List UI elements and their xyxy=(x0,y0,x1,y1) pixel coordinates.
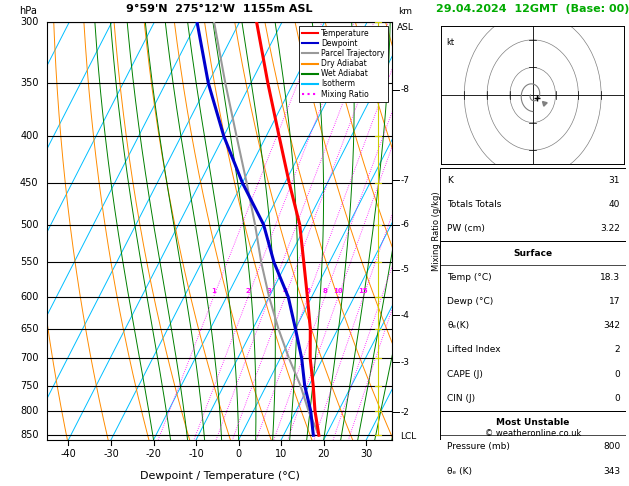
Text: 15: 15 xyxy=(359,289,368,295)
Text: 2: 2 xyxy=(246,289,250,295)
Text: 700: 700 xyxy=(20,353,38,363)
Text: 343: 343 xyxy=(603,467,620,476)
Text: 0: 0 xyxy=(615,370,620,379)
Text: 1: 1 xyxy=(211,289,216,295)
Text: © weatheronline.co.uk: © weatheronline.co.uk xyxy=(484,429,581,438)
Text: Dewp (°C): Dewp (°C) xyxy=(447,297,493,306)
Text: 20: 20 xyxy=(318,449,330,459)
Text: 3.22: 3.22 xyxy=(601,224,620,233)
Text: 800: 800 xyxy=(20,406,38,416)
Text: -5: -5 xyxy=(401,265,409,274)
Text: CAPE (J): CAPE (J) xyxy=(447,370,483,379)
Text: 0: 0 xyxy=(236,449,242,459)
Text: 0: 0 xyxy=(615,394,620,403)
Text: 750: 750 xyxy=(20,381,38,391)
Text: 30: 30 xyxy=(360,449,372,459)
Text: θₑ (K): θₑ (K) xyxy=(447,467,472,476)
Legend: Temperature, Dewpoint, Parcel Trajectory, Dry Adiabat, Wet Adiabat, Isotherm, Mi: Temperature, Dewpoint, Parcel Trajectory… xyxy=(299,26,388,102)
Text: K: K xyxy=(447,176,453,185)
Text: Lifted Index: Lifted Index xyxy=(447,346,501,354)
Text: 3: 3 xyxy=(267,289,272,295)
Text: 500: 500 xyxy=(20,220,38,229)
Text: 31: 31 xyxy=(609,176,620,185)
Text: LCL: LCL xyxy=(401,432,416,441)
Text: PW (cm): PW (cm) xyxy=(447,224,485,233)
Text: 10: 10 xyxy=(275,449,287,459)
Text: -3: -3 xyxy=(401,358,409,366)
Text: 9°59'N  275°12'W  1155m ASL: 9°59'N 275°12'W 1155m ASL xyxy=(126,3,313,14)
Text: 4: 4 xyxy=(282,289,287,295)
Bar xyxy=(440,168,626,241)
Text: Temp (°C): Temp (°C) xyxy=(447,273,492,282)
Text: -30: -30 xyxy=(103,449,119,459)
Text: 600: 600 xyxy=(20,292,38,302)
Text: 10: 10 xyxy=(333,289,343,295)
Text: 350: 350 xyxy=(20,78,38,88)
Text: -8: -8 xyxy=(401,86,409,94)
Text: 850: 850 xyxy=(20,430,38,440)
Text: ASL: ASL xyxy=(397,23,414,32)
Text: Mixing Ratio (g/kg): Mixing Ratio (g/kg) xyxy=(432,191,441,271)
Text: -10: -10 xyxy=(188,449,204,459)
Text: 800: 800 xyxy=(603,442,620,451)
Text: km: km xyxy=(399,7,413,16)
Text: 8: 8 xyxy=(322,289,327,295)
Text: -20: -20 xyxy=(145,449,162,459)
Text: 29.04.2024  12GMT  (Base: 00): 29.04.2024 12GMT (Base: 00) xyxy=(436,3,629,14)
Text: 450: 450 xyxy=(20,178,38,188)
Bar xyxy=(440,241,626,411)
Text: CIN (J): CIN (J) xyxy=(447,394,475,403)
Text: 2: 2 xyxy=(615,346,620,354)
Text: 40: 40 xyxy=(609,200,620,209)
Text: 6: 6 xyxy=(306,289,310,295)
Text: 400: 400 xyxy=(20,131,38,141)
Text: 17: 17 xyxy=(609,297,620,306)
Text: 18.3: 18.3 xyxy=(600,273,620,282)
Text: Dewpoint / Temperature (°C): Dewpoint / Temperature (°C) xyxy=(140,471,299,481)
Text: -2: -2 xyxy=(401,408,409,417)
Text: Totals Totals: Totals Totals xyxy=(447,200,501,209)
Text: 342: 342 xyxy=(603,321,620,330)
Text: -40: -40 xyxy=(60,449,76,459)
Text: hPa: hPa xyxy=(19,6,37,16)
Bar xyxy=(440,411,626,486)
Text: θₑ(K): θₑ(K) xyxy=(447,321,469,330)
Text: Surface: Surface xyxy=(513,248,552,258)
Text: -7: -7 xyxy=(401,175,409,185)
Text: Most Unstable: Most Unstable xyxy=(496,418,569,427)
Text: 650: 650 xyxy=(20,324,38,334)
Text: 300: 300 xyxy=(20,17,38,27)
Text: Pressure (mb): Pressure (mb) xyxy=(447,442,510,451)
Text: -4: -4 xyxy=(401,311,409,320)
Text: 550: 550 xyxy=(20,258,38,267)
Text: -6: -6 xyxy=(401,220,409,229)
